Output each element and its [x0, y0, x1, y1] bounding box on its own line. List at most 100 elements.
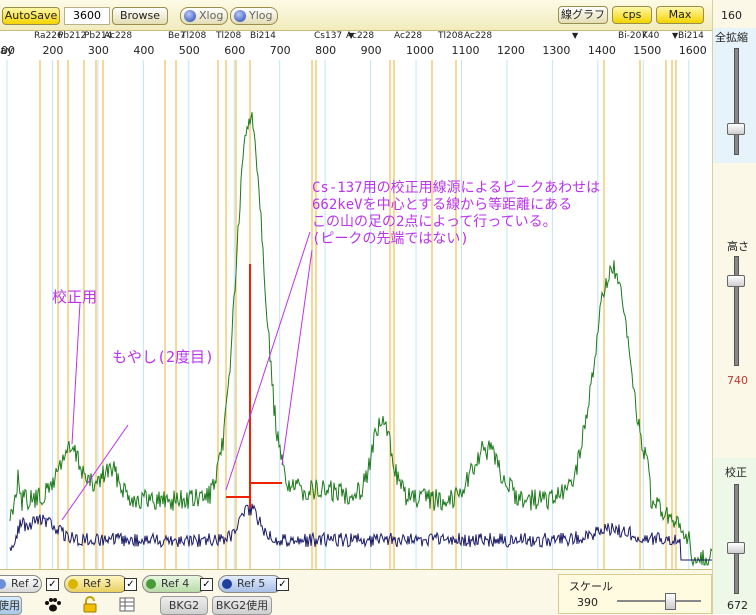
- line-graph-button[interactable]: 線グラフ: [558, 6, 608, 24]
- scale-slider-thumb[interactable]: [665, 593, 676, 610]
- cps-button[interactable]: cps: [612, 6, 652, 24]
- tick-label: 400: [133, 44, 155, 57]
- scale-value: 390: [577, 596, 598, 609]
- ref3-label: Ref 3: [83, 577, 112, 590]
- tick-label: 1400: [587, 44, 616, 57]
- tick-label: 200: [42, 44, 64, 57]
- isotope-label: Ac228: [394, 31, 423, 41]
- scale-slider-track[interactable]: [617, 600, 701, 602]
- ylog-label: Ylog: [249, 9, 273, 22]
- ref4-label: Ref 4: [161, 577, 190, 590]
- toolbar: AutoSave 3600 Browse Xlog Ylog 線グラフ cps …: [0, 0, 712, 31]
- note-line-4: (ピークの先端ではない): [312, 231, 469, 247]
- ref2-dot-icon: [0, 579, 6, 589]
- annotation-note: Cs-137用の校正用線源によるピークあわせは 662keVを中心とする線から等…: [312, 180, 600, 248]
- tick-label: 100: [0, 44, 15, 57]
- lock-icon[interactable]: [82, 596, 98, 613]
- ref5-button[interactable]: Ref 5: [218, 575, 282, 593]
- marker-triangle-icon: ▼: [348, 31, 355, 40]
- measurement-time-field[interactable]: 3600: [64, 7, 110, 25]
- spectrum-plot[interactable]: [0, 60, 712, 569]
- calibration-label: 校正用: [52, 288, 98, 306]
- isotope-label: Tl208: [438, 31, 464, 41]
- ref5-dot-icon: [222, 579, 232, 589]
- isotope-label: Cs137: [314, 31, 343, 41]
- isotope-label: Ac228: [104, 31, 133, 41]
- ref3-checkbox[interactable]: ✓: [124, 578, 137, 591]
- isotope-label: K40: [642, 31, 660, 41]
- isotope-label: Tl208: [181, 31, 207, 41]
- note-line-3: この山の足の2点によって行っている。: [312, 214, 557, 230]
- tick-label: 1100: [451, 44, 480, 57]
- isotope-label: Bi214: [678, 31, 704, 41]
- calibration-section: 校正 672: [713, 458, 756, 614]
- calibration-slider-thumb[interactable]: [727, 542, 745, 554]
- tick-label: 800: [315, 44, 337, 57]
- zoom-label: 全拡縮: [715, 31, 748, 44]
- zoom-slider-track[interactable]: [734, 48, 739, 155]
- axis-left-label: ay: [0, 44, 14, 57]
- top-value: 160: [721, 9, 742, 22]
- scale-label: スケール: [569, 580, 613, 593]
- zoom-section: 全拡縮: [713, 28, 756, 163]
- isotope-label: Bi-207: [618, 31, 648, 41]
- right-panel: 160 全拡縮 高さ 740 校正 672: [712, 0, 756, 614]
- isotope-label: Pb214: [84, 31, 113, 41]
- pointer-left-foot: [225, 231, 311, 491]
- ref2-checkbox[interactable]: ✓: [46, 578, 59, 591]
- tick-label: 500: [178, 44, 200, 57]
- bkg2-button[interactable]: BKG2: [160, 596, 208, 615]
- tick-label: 300: [87, 44, 109, 57]
- tick-label: 1500: [633, 44, 662, 57]
- tick-label: 1000: [406, 44, 435, 57]
- ref3-dot-icon: [68, 579, 78, 589]
- calibration-slider-track[interactable]: [734, 484, 739, 594]
- xlog-label: Xlog: [199, 9, 224, 22]
- browse-button[interactable]: Browse: [112, 7, 168, 25]
- isotope-label: Pb212: [58, 31, 87, 41]
- ref4-dot-icon: [146, 579, 156, 589]
- isotope-label: Ra226: [34, 31, 63, 41]
- ref4-checkbox[interactable]: ✓: [200, 578, 213, 591]
- note-line-2: 662keVを中心とする線から等距離にある: [312, 197, 573, 213]
- bkg2-use-button[interactable]: BKG2使用: [212, 596, 272, 615]
- max-button[interactable]: Max: [656, 6, 704, 24]
- spectrum-line: [9, 112, 712, 567]
- xlog-radio-icon: [184, 10, 196, 22]
- tick-label: 600: [224, 44, 246, 57]
- ylog-button[interactable]: Ylog: [230, 7, 278, 25]
- height-slider-track[interactable]: [734, 256, 739, 366]
- isotope-label: Be7: [168, 31, 186, 41]
- calibration-section-label: 校正: [725, 466, 747, 479]
- paw-icon[interactable]: [44, 597, 62, 613]
- height-value: 740: [727, 374, 748, 387]
- moyashi-label: もやし(2度目): [112, 348, 215, 366]
- energy-axis: ay 100 200 300 400 500 600 700 800 900 1000 1100 12…: [0, 30, 712, 60]
- xlog-button[interactable]: Xlog: [180, 7, 228, 25]
- ref4-button[interactable]: Ref 4: [142, 575, 206, 593]
- height-slider-thumb[interactable]: [727, 275, 745, 287]
- tick-label: 700: [269, 44, 291, 57]
- ref2-label: Ref 2: [11, 577, 40, 590]
- height-label: 高さ: [727, 240, 749, 253]
- isotope-label: Bi214: [250, 31, 276, 41]
- calibration-value: 672: [727, 599, 748, 612]
- note-line-1: Cs-137用の校正用線源によるピークあわせは: [312, 180, 601, 196]
- pointer-moyashi: [61, 424, 129, 521]
- ref2-button[interactable]: Ref 2: [0, 575, 42, 593]
- ylog-radio-icon: [234, 10, 246, 22]
- autosave-button[interactable]: AutoSave: [2, 7, 60, 25]
- bottom-bar: Ref 2 ✓ Ref 3 ✓ Ref 4 ✓ Ref 5 ✓ 使用 BKG2 …: [0, 569, 712, 615]
- ref3-button[interactable]: Ref 3: [64, 575, 128, 593]
- tick-label: 1300: [542, 44, 571, 57]
- tick-label: 1200: [496, 44, 525, 57]
- pointer-right-foot: [281, 249, 313, 466]
- isotope-label: Tl208: [216, 31, 242, 41]
- ref5-checkbox[interactable]: ✓: [276, 578, 289, 591]
- table-icon[interactable]: [118, 596, 136, 613]
- scale-panel: スケール 390: [558, 574, 712, 614]
- tick-label: 1600: [678, 44, 707, 57]
- use-button[interactable]: 使用: [0, 596, 22, 615]
- zoom-slider-thumb[interactable]: [727, 123, 745, 135]
- isotope-label: Ac228: [346, 31, 375, 41]
